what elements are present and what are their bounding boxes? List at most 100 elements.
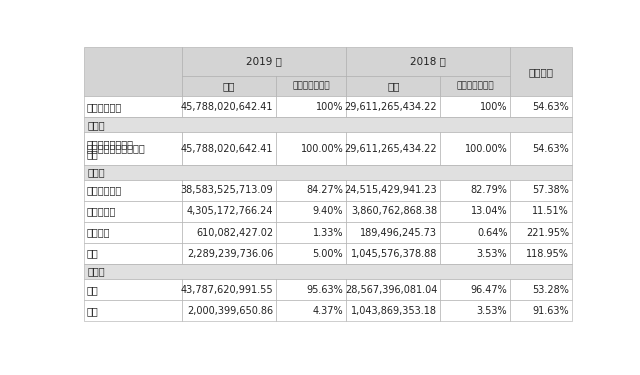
Bar bbox=[84, 117, 572, 132]
Text: 0.64%: 0.64% bbox=[477, 228, 508, 237]
Text: 占营业收入比重: 占营业收入比重 bbox=[456, 81, 494, 90]
Text: 118.95%: 118.95% bbox=[526, 249, 569, 259]
Bar bbox=[510, 132, 572, 165]
Bar bbox=[84, 264, 572, 279]
Text: 13.04%: 13.04% bbox=[471, 207, 508, 216]
Text: 11.51%: 11.51% bbox=[532, 207, 569, 216]
Text: 2,000,399,650.86: 2,000,399,650.86 bbox=[187, 306, 273, 316]
Text: 100.00%: 100.00% bbox=[465, 144, 508, 154]
Bar bbox=[182, 201, 276, 222]
Bar bbox=[440, 300, 510, 321]
Text: 分行业: 分行业 bbox=[88, 120, 106, 130]
Bar bbox=[84, 47, 182, 96]
Text: 100%: 100% bbox=[480, 102, 508, 112]
Bar bbox=[440, 201, 510, 222]
Bar bbox=[440, 96, 510, 117]
Bar bbox=[84, 132, 182, 165]
Text: 100%: 100% bbox=[316, 102, 343, 112]
Text: 29,611,265,434.22: 29,611,265,434.22 bbox=[345, 102, 437, 112]
Text: 3,860,762,868.38: 3,860,762,868.38 bbox=[351, 207, 437, 216]
Bar bbox=[510, 222, 572, 243]
Bar bbox=[84, 222, 182, 243]
Bar bbox=[84, 180, 182, 201]
Text: 2018 年: 2018 年 bbox=[410, 57, 446, 66]
Text: 分地区: 分地区 bbox=[88, 267, 106, 277]
Bar bbox=[346, 180, 440, 201]
Text: 54.63%: 54.63% bbox=[532, 102, 569, 112]
Text: 储能系统: 储能系统 bbox=[87, 228, 111, 237]
Bar bbox=[84, 165, 572, 180]
Bar bbox=[182, 180, 276, 201]
Text: 境内: 境内 bbox=[87, 285, 99, 295]
Bar bbox=[440, 132, 510, 165]
Text: 91.63%: 91.63% bbox=[532, 306, 569, 316]
Text: 84.27%: 84.27% bbox=[307, 185, 343, 195]
Text: 24,515,429,941.23: 24,515,429,941.23 bbox=[345, 185, 437, 195]
Text: 3.53%: 3.53% bbox=[477, 249, 508, 259]
Text: 100.00%: 100.00% bbox=[301, 144, 343, 154]
Bar bbox=[510, 300, 572, 321]
Text: 610,082,427.02: 610,082,427.02 bbox=[196, 228, 273, 237]
Text: 金额: 金额 bbox=[387, 81, 399, 91]
Text: 2019 年: 2019 年 bbox=[246, 57, 282, 66]
Text: 1,043,869,353.18: 1,043,869,353.18 bbox=[351, 306, 437, 316]
Bar bbox=[276, 96, 346, 117]
Bar bbox=[84, 201, 182, 222]
Bar bbox=[276, 222, 346, 243]
Bar bbox=[510, 47, 572, 96]
Bar bbox=[346, 47, 510, 76]
Text: 43,787,620,991.55: 43,787,620,991.55 bbox=[180, 285, 273, 295]
Bar bbox=[510, 201, 572, 222]
Text: 28,567,396,081.04: 28,567,396,081.04 bbox=[345, 285, 437, 295]
Bar bbox=[276, 300, 346, 321]
Bar bbox=[346, 76, 440, 96]
Text: 82.79%: 82.79% bbox=[470, 185, 508, 195]
Bar bbox=[182, 132, 276, 165]
Bar bbox=[346, 300, 440, 321]
Text: 1.33%: 1.33% bbox=[313, 228, 343, 237]
Bar bbox=[510, 279, 572, 300]
Bar bbox=[510, 96, 572, 117]
Text: 其他: 其他 bbox=[87, 249, 99, 259]
Text: 境外: 境外 bbox=[87, 306, 99, 316]
Text: 45,788,020,642.41: 45,788,020,642.41 bbox=[180, 102, 273, 112]
Text: 金额: 金额 bbox=[223, 81, 236, 91]
Bar bbox=[182, 279, 276, 300]
Bar bbox=[276, 201, 346, 222]
Bar bbox=[182, 243, 276, 264]
Text: 占营业收入比重: 占营业收入比重 bbox=[292, 81, 330, 90]
Bar bbox=[84, 243, 182, 264]
Bar bbox=[182, 96, 276, 117]
Text: 4.37%: 4.37% bbox=[312, 306, 343, 316]
Text: 96.47%: 96.47% bbox=[470, 285, 508, 295]
Bar bbox=[84, 279, 182, 300]
Bar bbox=[346, 279, 440, 300]
Text: 造业: 造业 bbox=[87, 150, 99, 159]
Text: 29,611,265,434.22: 29,611,265,434.22 bbox=[345, 144, 437, 154]
Text: 54.63%: 54.63% bbox=[532, 144, 569, 154]
Text: 4,305,172,766.24: 4,305,172,766.24 bbox=[187, 207, 273, 216]
Bar bbox=[440, 279, 510, 300]
Text: 动力电池系统: 动力电池系统 bbox=[87, 185, 122, 195]
Text: 53.28%: 53.28% bbox=[532, 285, 569, 295]
Text: 分产品: 分产品 bbox=[88, 167, 106, 177]
Text: 9.40%: 9.40% bbox=[313, 207, 343, 216]
Bar bbox=[440, 180, 510, 201]
Text: 38,583,525,713.09: 38,583,525,713.09 bbox=[180, 185, 273, 195]
Bar bbox=[346, 243, 440, 264]
Text: 3.53%: 3.53% bbox=[477, 306, 508, 316]
Bar bbox=[276, 279, 346, 300]
Bar bbox=[84, 300, 182, 321]
Bar bbox=[182, 300, 276, 321]
Bar bbox=[440, 222, 510, 243]
Bar bbox=[346, 222, 440, 243]
Bar bbox=[440, 76, 510, 96]
Bar bbox=[346, 201, 440, 222]
Text: 95.63%: 95.63% bbox=[307, 285, 343, 295]
Bar bbox=[346, 96, 440, 117]
Bar bbox=[510, 180, 572, 201]
Bar bbox=[276, 243, 346, 264]
Bar bbox=[510, 243, 572, 264]
Text: 电气机械及器材制造业: 电气机械及器材制造业 bbox=[87, 144, 146, 154]
Text: 189,496,245.73: 189,496,245.73 bbox=[360, 228, 437, 237]
